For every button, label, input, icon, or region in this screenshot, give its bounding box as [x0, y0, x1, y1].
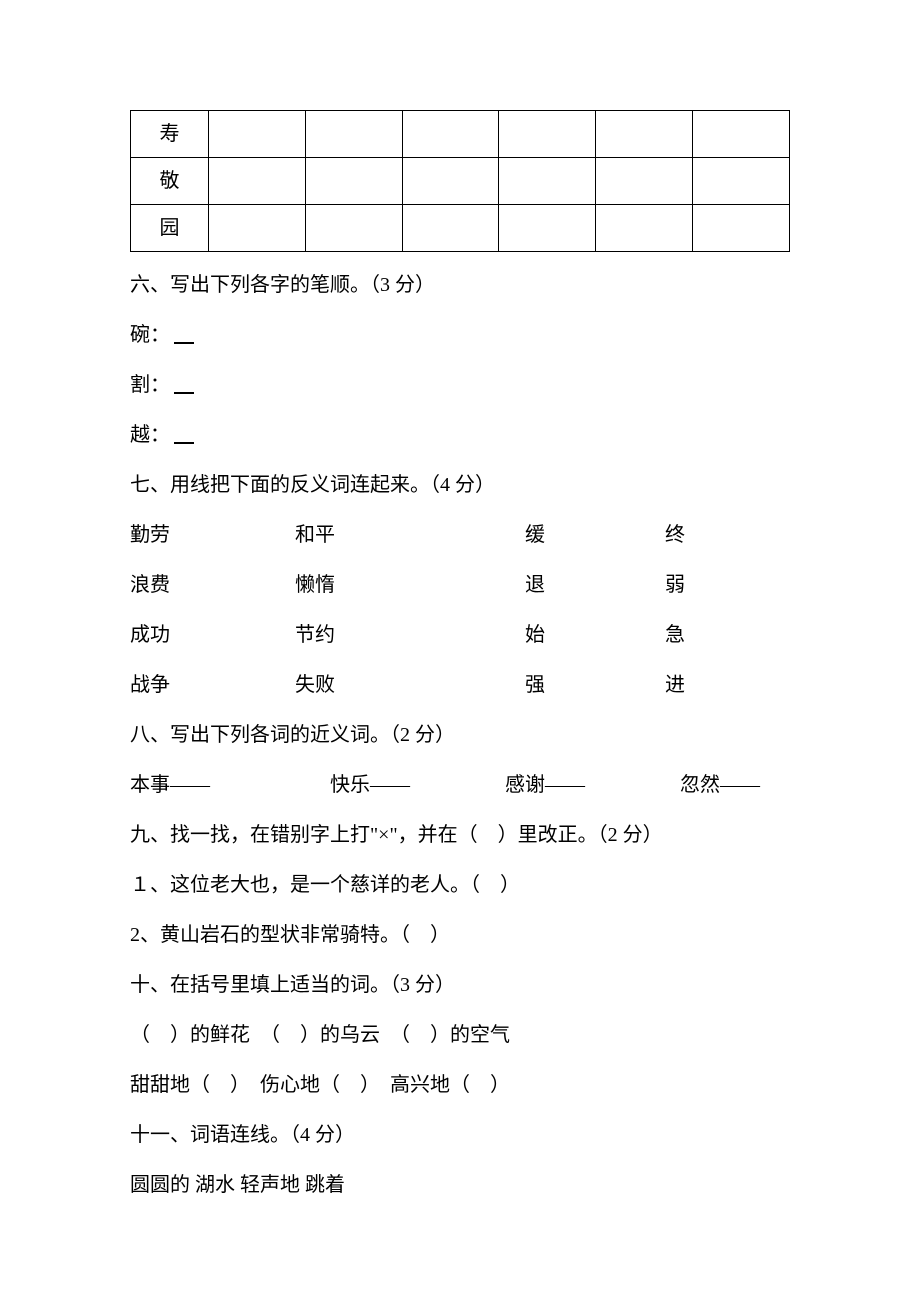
empty-cell: [402, 111, 499, 158]
stroke-blank: ＿: [174, 424, 194, 446]
antonym-word: 进: [665, 662, 685, 708]
antonym-word: 成功: [130, 612, 295, 658]
antonym-word: 战争: [130, 662, 295, 708]
antonym-word: 退: [525, 562, 665, 608]
section10-line: （ ）的鲜花 （ ）的乌云 （ ）的空气: [130, 1012, 790, 1058]
empty-cell: [596, 111, 693, 158]
antonym-word: 节约: [295, 612, 525, 658]
antonym-word: 终: [665, 512, 685, 558]
stroke-blank: ＿: [174, 324, 194, 346]
empty-cell: [499, 205, 596, 252]
char-cell: 寿: [131, 111, 209, 158]
antonym-word: 强: [525, 662, 665, 708]
stroke-item: 越：＿: [130, 412, 790, 458]
stroke-blank: ＿: [174, 374, 194, 396]
empty-cell: [402, 158, 499, 205]
table-row: 园: [131, 205, 790, 252]
character-table: 寿 敬 园: [130, 110, 790, 252]
char-cell: 敬: [131, 158, 209, 205]
antonym-row: 勤劳 和平 缓 终: [130, 512, 790, 558]
synonym-word: 感谢——: [505, 762, 680, 808]
empty-cell: [596, 205, 693, 252]
section9-item: １、这位老大也，是一个慈详的老人。（ ）: [130, 862, 790, 908]
section10-heading: 十、在括号里填上适当的词。（3 分）: [130, 962, 790, 1008]
empty-cell: [693, 111, 790, 158]
section10-line: 甜甜地（ ） 伤心地（ ） 高兴地（ ）: [130, 1062, 790, 1108]
empty-cell: [499, 158, 596, 205]
table-row: 寿: [131, 111, 790, 158]
empty-cell: [305, 111, 402, 158]
stroke-item: 割：＿: [130, 362, 790, 408]
synonym-word: 忽然——: [680, 762, 760, 808]
antonym-word: 缓: [525, 512, 665, 558]
section8-heading: 八、写出下列各词的近义词。（2 分）: [130, 712, 790, 758]
empty-cell: [305, 158, 402, 205]
antonym-word: 和平: [295, 512, 525, 558]
synonym-row: 本事—— 快乐—— 感谢—— 忽然——: [130, 762, 790, 808]
antonym-word: 弱: [665, 562, 685, 608]
empty-cell: [402, 205, 499, 252]
synonym-word: 本事——: [130, 762, 330, 808]
section7-heading: 七、用线把下面的反义词连起来。（4 分）: [130, 462, 790, 508]
antonym-row: 战争 失败 强 进: [130, 662, 790, 708]
empty-cell: [305, 205, 402, 252]
empty-cell: [693, 158, 790, 205]
antonym-word: 懒惰: [295, 562, 525, 608]
antonym-row: 成功 节约 始 急: [130, 612, 790, 658]
antonym-word: 失败: [295, 662, 525, 708]
empty-cell: [693, 205, 790, 252]
section11-line: 圆圆的 湖水 轻声地 跳着: [130, 1162, 790, 1208]
stroke-item: 碗：＿: [130, 312, 790, 358]
section9-item: 2、黄山岩石的型状非常骑特。（ ）: [130, 912, 790, 958]
antonym-word: 勤劳: [130, 512, 295, 558]
stroke-label: 割：: [130, 374, 170, 396]
empty-cell: [209, 205, 306, 252]
stroke-label: 碗：: [130, 324, 170, 346]
section6-heading: 六、写出下列各字的笔顺。（3 分）: [130, 262, 790, 308]
table-row: 敬: [131, 158, 790, 205]
empty-cell: [596, 158, 693, 205]
antonym-row: 浪费 懒惰 退 弱: [130, 562, 790, 608]
section11-heading: 十一、词语连线。（4 分）: [130, 1112, 790, 1158]
char-cell: 园: [131, 205, 209, 252]
antonym-word: 浪费: [130, 562, 295, 608]
empty-cell: [209, 158, 306, 205]
antonym-word: 急: [665, 612, 685, 658]
stroke-label: 越：: [130, 424, 170, 446]
section9-heading: 九、找一找，在错别字上打"×"，并在（ ）里改正。（2 分）: [130, 812, 790, 858]
synonym-word: 快乐——: [330, 762, 505, 808]
empty-cell: [499, 111, 596, 158]
empty-cell: [209, 111, 306, 158]
antonym-word: 始: [525, 612, 665, 658]
